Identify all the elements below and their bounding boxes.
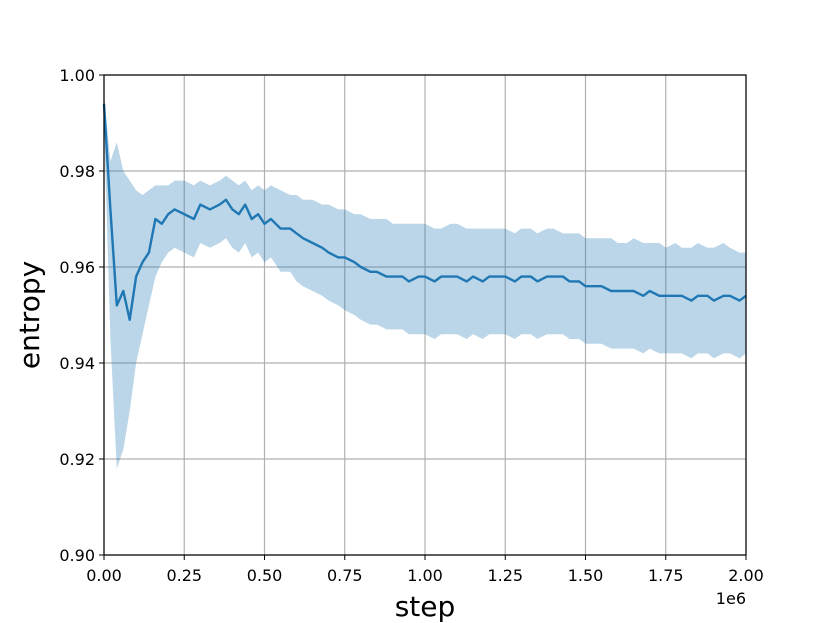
x-tick-label: 2.00 xyxy=(728,566,764,585)
x-tick-label: 1.25 xyxy=(487,566,523,585)
x-tick-label: 0.25 xyxy=(166,566,202,585)
x-tick-label: 1.50 xyxy=(568,566,604,585)
x-tick-label: 0.50 xyxy=(247,566,283,585)
y-tick-label: 0.90 xyxy=(59,546,95,565)
confidence-band xyxy=(104,94,746,469)
grid-lines xyxy=(103,74,747,556)
x-tick-label: 0.75 xyxy=(327,566,363,585)
x-tick-label: 1.75 xyxy=(648,566,684,585)
y-tick-label: 0.98 xyxy=(59,162,95,181)
y-tick-label: 0.92 xyxy=(59,450,95,469)
y-axis-label: entropy xyxy=(13,261,46,369)
y-axis-ticks: 0.90 0.92 0.94 0.96 0.98 1.00 xyxy=(59,66,104,565)
x-tick-label: 1.00 xyxy=(407,566,443,585)
y-tick-label: 0.96 xyxy=(59,258,95,277)
y-tick-label: 0.94 xyxy=(59,354,95,373)
x-axis-label: step xyxy=(395,590,456,623)
x-tick-label: 0.00 xyxy=(86,566,122,585)
y-tick-label: 1.00 xyxy=(59,66,95,85)
x-axis-offset-label: 1e6 xyxy=(716,589,746,608)
mean-entropy-line xyxy=(102,103,747,321)
x-axis-ticks: 0.00 0.25 0.50 0.75 1.00 1.25 1.50 1.75 2.00 xyxy=(86,555,764,585)
